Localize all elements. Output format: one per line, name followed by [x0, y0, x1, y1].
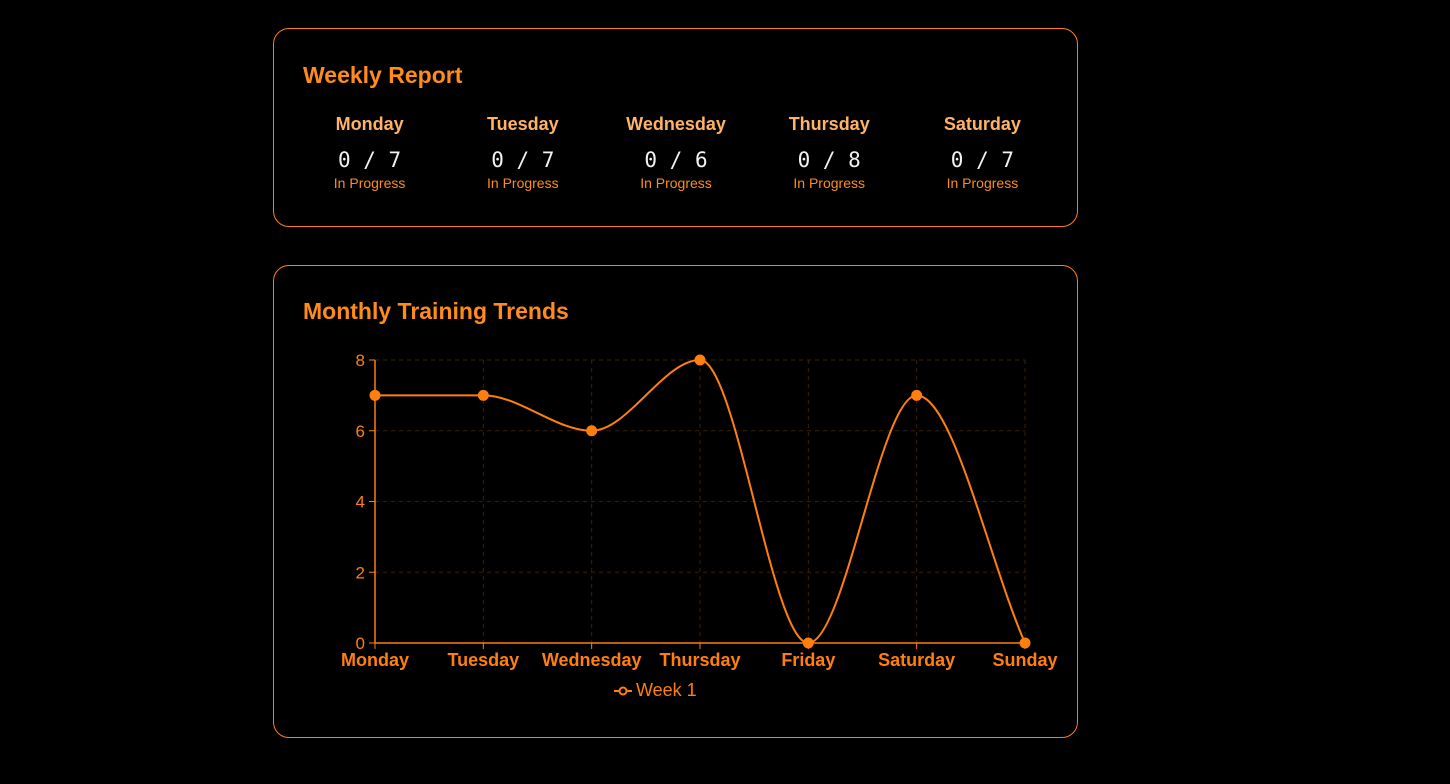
data-point [477, 389, 489, 401]
x-tick-label: Thursday [659, 650, 740, 670]
day-progress-count: 0 / 8 [797, 148, 861, 172]
legend-label: Week 1 [636, 680, 697, 700]
series-line-week-1 [375, 358, 1026, 645]
day-progress-count: 0 / 7 [337, 148, 402, 172]
y-tick-label: 6 [356, 422, 365, 441]
y-tick-label: 8 [356, 351, 365, 370]
day-name: Monday [335, 114, 404, 134]
monthly-trends-title: Monthly Training Trends [303, 298, 569, 324]
x-tick-label: Wednesday [542, 650, 642, 670]
day-status: In Progress [640, 175, 712, 191]
x-tick-label: Saturday [878, 650, 955, 670]
x-tick-label: Sunday [992, 650, 1057, 670]
day-name: Wednesday [626, 114, 726, 134]
day-column-tuesday: Tuesday 0 / 7 In Progress [446, 113, 599, 192]
data-point [694, 354, 706, 366]
day-column-monday: Monday 0 / 7 In Progress [293, 113, 446, 192]
weekly-report-card: Weekly Report Monday 0 / 7 In Progress T… [273, 28, 1078, 227]
day-column-wednesday: Wednesday 0 / 6 In Progress [599, 113, 752, 192]
day-status: In Progress [333, 175, 406, 191]
day-name: Saturday [943, 114, 1021, 134]
weekly-report-title: Weekly Report [303, 62, 463, 88]
line-point-legend-icon [614, 686, 632, 695]
x-tick-label: Tuesday [447, 650, 519, 670]
day-name: Thursday [788, 114, 870, 134]
weekly-days-row: Monday 0 / 7 In Progress Tuesday 0 / 7 I… [293, 113, 1059, 192]
data-point [369, 389, 381, 401]
data-point [586, 425, 598, 437]
data-point [1019, 637, 1031, 649]
x-tick-label: Friday [781, 650, 835, 670]
monthly-trends-card: Monthly Training Trends 0 2 4 6 8 Monday Tuesd… [273, 265, 1078, 738]
training-trends-chart: 0 2 4 6 8 Monday Tuesday Wednesday Thursday Frida… [341, 351, 1058, 670]
y-tick-label: 4 [356, 493, 365, 512]
y-tick-label: 2 [356, 563, 365, 582]
x-tick-label: Monday [341, 650, 409, 670]
data-point [802, 637, 814, 649]
day-progress-count: 0 / 7 [950, 148, 1015, 172]
day-status: In Progress [946, 175, 1019, 191]
chart-legend[interactable]: Week 1 [614, 680, 697, 701]
day-column-thursday: Thursday 0 / 8 In Progress [753, 113, 906, 192]
y-tick-label: 0 [356, 634, 365, 653]
day-column-saturday: Saturday 0 / 7 In Progress [906, 113, 1059, 192]
day-status: In Progress [793, 175, 865, 191]
day-progress-count: 0 / 6 [644, 148, 708, 172]
day-progress-count: 0 / 7 [491, 148, 555, 172]
data-point [911, 389, 923, 401]
day-name: Tuesday [486, 114, 559, 134]
day-status: In Progress [487, 175, 559, 191]
